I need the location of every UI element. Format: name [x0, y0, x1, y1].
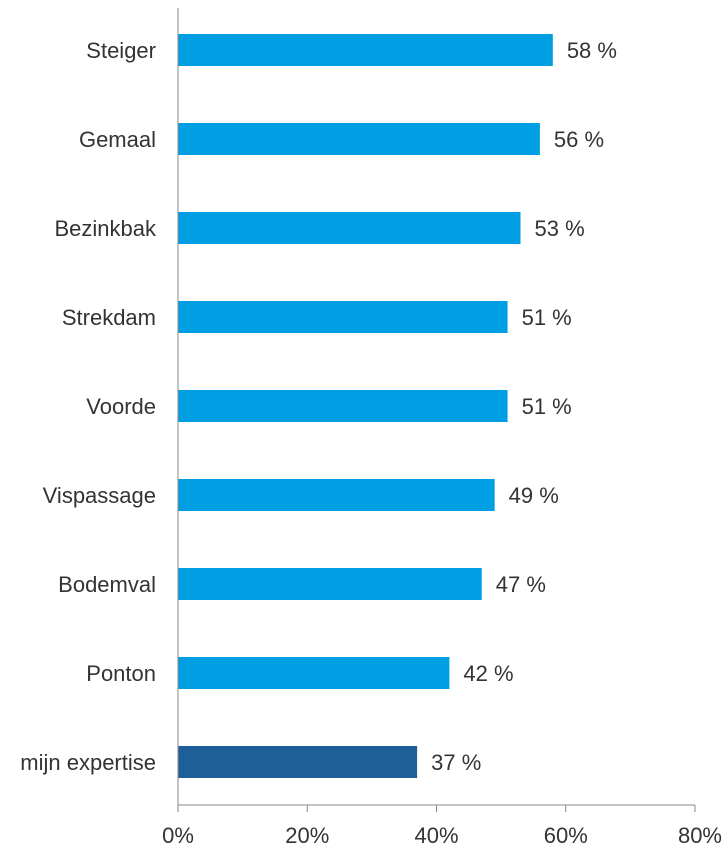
x-ticks-group: 0% 20% 40% 60% 80%	[162, 805, 722, 848]
bars-group	[178, 34, 553, 778]
category-label: Ponton	[86, 661, 156, 686]
value-label: 49 %	[509, 483, 559, 508]
value-label: 47 %	[496, 572, 546, 597]
bar-bodemval	[178, 568, 482, 600]
value-label: 42 %	[463, 661, 513, 686]
category-label: Vispassage	[43, 483, 156, 508]
bar-mijn-expertise	[178, 746, 418, 778]
bar-steiger	[178, 34, 553, 66]
bar-voorde	[178, 390, 508, 422]
x-tick-label: 40%	[414, 823, 458, 848]
x-tick-label: 0%	[162, 823, 194, 848]
category-label: Gemaal	[79, 127, 156, 152]
value-label: 51 %	[522, 305, 572, 330]
value-label: 58 %	[567, 38, 617, 63]
category-label: Steiger	[86, 38, 156, 63]
bar-gemaal	[178, 123, 540, 155]
category-labels-group: Steiger Gemaal Bezinkbak Strekdam Voorde Visp…	[20, 38, 157, 775]
bar-ponton	[178, 657, 450, 689]
x-tick-label: 80%	[678, 823, 722, 848]
category-label: Bodemval	[58, 572, 156, 597]
value-label: 37 %	[431, 750, 481, 775]
value-labels-group: 58 % 56 % 53 % 51 % 51 % 49 % 47 % 42 % 37 %	[431, 38, 617, 775]
x-tick-label: 60%	[544, 823, 588, 848]
value-label: 53 %	[535, 216, 585, 241]
value-label: 51 %	[522, 394, 572, 419]
bar-strekdam	[178, 301, 508, 333]
category-label: Voorde	[86, 394, 156, 419]
category-label: mijn expertise	[20, 750, 156, 775]
bar-bezinkbak	[178, 212, 521, 244]
bar-vispassage	[178, 479, 495, 511]
category-label: Bezinkbak	[54, 216, 157, 241]
x-tick-label: 20%	[285, 823, 329, 848]
value-label: 56 %	[554, 127, 604, 152]
category-label: Strekdam	[62, 305, 156, 330]
